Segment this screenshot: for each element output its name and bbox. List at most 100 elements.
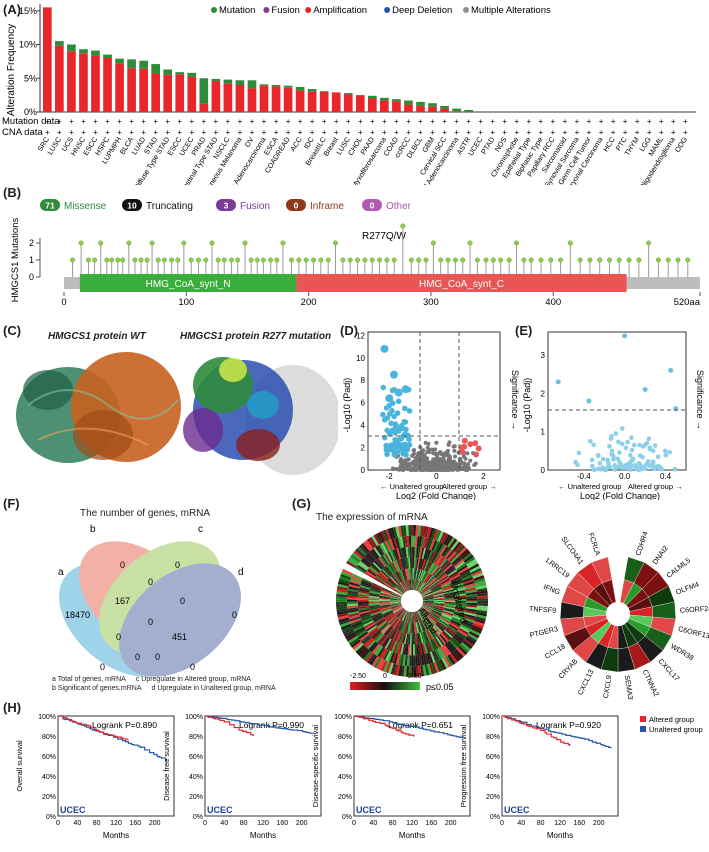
heatmap-cell — [358, 592, 370, 596]
volcano-point — [603, 467, 608, 473]
heatmap-cell — [440, 615, 452, 622]
heatmap-cell — [464, 613, 476, 619]
heatmap-cell — [368, 604, 380, 608]
heatmap-cell — [421, 606, 431, 614]
heatmap-cell — [366, 640, 376, 650]
cna-data-mark: + — [177, 128, 182, 137]
heatmap-cell — [365, 638, 375, 648]
heatmap-cell — [436, 556, 445, 567]
bar-amplification — [295, 90, 305, 112]
heatmap-cell — [433, 638, 440, 649]
heatmap-cell — [422, 601, 434, 604]
heatmap-cell — [368, 601, 380, 603]
heatmap-cell — [407, 579, 410, 591]
lollipop-head — [430, 240, 436, 246]
heatmap-cell — [369, 606, 381, 611]
heatmap-cell — [435, 660, 442, 672]
lollipop-head — [242, 240, 248, 246]
heatmap-cell — [423, 618, 431, 629]
gene-label: CRYAB — [557, 657, 580, 681]
heatmap-cell — [353, 625, 365, 632]
cna-data-mark: + — [129, 128, 134, 137]
heatmap-cell — [419, 584, 428, 594]
heatmap-cell — [449, 538, 458, 549]
heatmap-cell — [477, 600, 488, 604]
heatmap-cell — [414, 579, 418, 591]
lollipop-head — [646, 240, 652, 246]
heatmap-cell — [402, 643, 406, 655]
volcano-point-down — [380, 411, 386, 418]
heatmap-cell — [368, 551, 377, 561]
x-axis-label: Log2 (Fold Change) — [396, 491, 476, 500]
heatmap-cell — [393, 653, 399, 665]
cna-data-mark: + — [262, 128, 267, 137]
heatmap-cell — [433, 540, 440, 552]
heatmap-cell — [432, 590, 444, 596]
heatmap-cell — [336, 588, 348, 593]
heatmap-cell — [414, 579, 417, 591]
volcano-point — [647, 445, 653, 451]
x-axis-label: Months — [250, 831, 276, 840]
heatmap-cell — [379, 595, 391, 599]
heatmap-cell — [370, 629, 380, 638]
heatmap-cell — [416, 622, 420, 634]
volcano-point — [637, 453, 643, 458]
heatmap-cell — [442, 586, 454, 591]
heatmap-cell — [426, 641, 432, 653]
volcano-point — [411, 459, 416, 464]
lollipop-head — [132, 257, 138, 263]
volcano-point — [406, 457, 411, 462]
bar-mutation — [440, 105, 449, 109]
heatmap-cell — [401, 610, 407, 621]
heatmap-cell — [384, 638, 392, 649]
y-tick-label: 8 — [361, 376, 366, 385]
heatmap-cell — [403, 644, 408, 655]
heatmap-cell — [414, 579, 419, 591]
heatmap-cell — [376, 619, 386, 627]
volcano-point — [465, 451, 470, 456]
heatmap-cell — [363, 637, 373, 647]
y-tick-label: 60% — [486, 754, 500, 761]
heatmap-cell — [431, 650, 438, 662]
heatmap-cell — [421, 631, 427, 643]
heatmap-cell — [409, 655, 412, 667]
heatmap-cell — [420, 547, 425, 559]
heatmap-cell — [360, 583, 371, 589]
heatmap-cell — [400, 581, 407, 592]
heatmap-cell — [399, 570, 405, 581]
bar-mutation — [55, 41, 64, 46]
legend-label: Missense — [64, 201, 107, 212]
volcano-point-down — [386, 431, 393, 437]
heatmap-cell — [466, 604, 478, 608]
heatmap-cell — [348, 556, 360, 565]
heatmap-cell — [380, 660, 388, 672]
heatmap-cell — [415, 525, 419, 537]
heatmap-cell — [402, 632, 407, 644]
heatmap-cell — [426, 616, 435, 625]
y-tick-label: 80% — [486, 734, 500, 741]
heatmap-cell — [418, 643, 423, 655]
heatmap-cell — [355, 548, 365, 558]
heatmap-cell — [346, 601, 358, 604]
heatmap-cell — [369, 536, 378, 548]
heatmap-cell — [393, 537, 399, 549]
heatmap-cell — [431, 585, 442, 592]
heatmap-cell — [380, 592, 391, 597]
heatmap-cell — [348, 612, 360, 618]
heatmap-cell — [438, 575, 449, 583]
bar-mutation — [103, 54, 112, 58]
heatmap-cell — [338, 617, 350, 623]
heatmap-cell — [465, 608, 477, 613]
heatmap-cell — [408, 611, 411, 623]
svg-text:0: 0 — [190, 662, 195, 672]
heatmap-cell — [421, 642, 427, 654]
heatmap-cell — [373, 657, 382, 668]
heatmap-cell — [465, 591, 477, 596]
heatmap-cell — [395, 537, 401, 549]
y-tick-label: 0 — [541, 466, 546, 475]
heatmap-cell — [466, 602, 478, 606]
heatmap-cell — [382, 625, 391, 635]
svg-text:-2.50: -2.50 — [350, 673, 366, 680]
volcano-point — [623, 445, 629, 451]
heatmap-cell — [395, 664, 401, 676]
